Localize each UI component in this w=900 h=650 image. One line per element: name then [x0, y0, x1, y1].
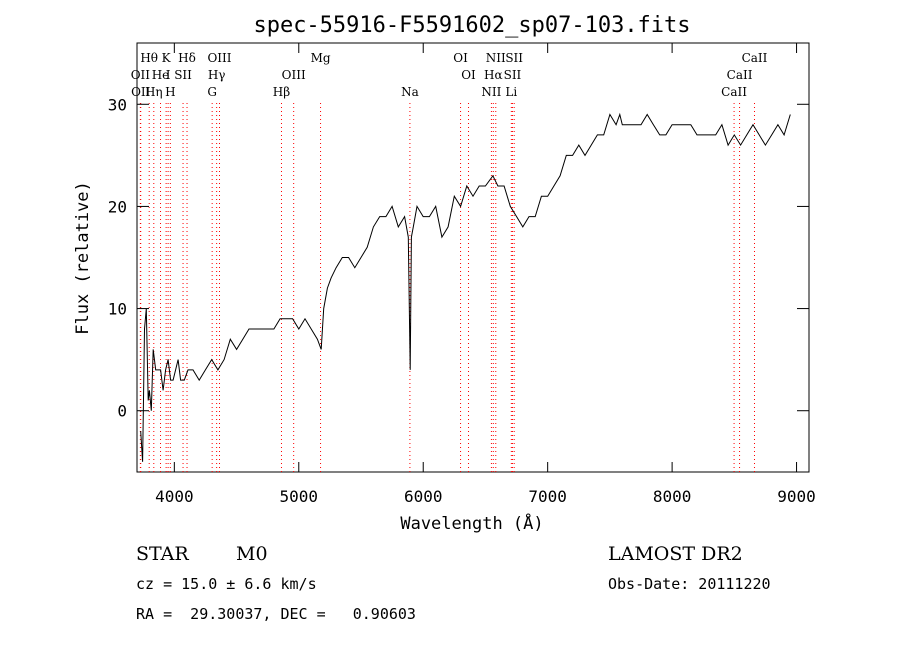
- redshift-cz: cz = 15.0 ± 6.6 km/s: [136, 575, 317, 593]
- x-tick-label: 4000: [155, 487, 194, 506]
- line-marker-label: OII: [131, 85, 151, 99]
- line-marker-label: NII: [481, 85, 501, 99]
- line-marker-label: OII: [131, 68, 151, 82]
- line-marker-label: OI: [461, 68, 476, 82]
- line-marker-label: SII: [505, 51, 523, 65]
- line-markers: [139, 103, 755, 472]
- line-marker-label: Na: [401, 85, 419, 99]
- x-tick-label: 9000: [777, 487, 816, 506]
- spectral-subclass: M0: [236, 543, 268, 565]
- line-marker-label: Hβ: [273, 85, 290, 99]
- survey-name: LAMOST DR2: [608, 543, 743, 565]
- y-axis-label: Flux (relative): [73, 181, 93, 335]
- line-marker-label: He: [152, 68, 170, 82]
- y-tick-label: 10: [108, 300, 127, 319]
- x-tick-label: 6000: [404, 487, 443, 506]
- line-marker-label: NII: [486, 51, 506, 65]
- line-marker-label: CaII: [721, 85, 747, 99]
- plot-frame: [136, 42, 810, 473]
- line-marker-label: OIII: [207, 51, 231, 65]
- y-axis: 0 10 20 30: [108, 95, 809, 421]
- line-marker-label: Hγ: [208, 68, 226, 82]
- object-type: STAR: [136, 543, 189, 565]
- line-marker-label: CaII: [727, 68, 753, 82]
- line-marker-label: SII: [504, 68, 522, 82]
- x-tick-label: 8000: [653, 487, 692, 506]
- chart-title: spec-55916-F5591602_sp07-103.fits: [253, 13, 690, 38]
- line-marker-label: G: [207, 85, 217, 99]
- line-marker-label: Hδ: [178, 51, 196, 65]
- x-tick-label: 5000: [280, 487, 319, 506]
- line-marker-label: CaII: [742, 51, 768, 65]
- line-marker-label: Hθ: [140, 51, 158, 65]
- obs-date: Obs-Date: 20111220: [608, 575, 771, 593]
- line-marker-label: SII: [174, 68, 192, 82]
- x-tick-label: 7000: [528, 487, 567, 506]
- y-tick-label: 30: [108, 95, 127, 114]
- line-marker-label: I: [166, 68, 171, 82]
- line-marker-label: H: [165, 85, 175, 99]
- line-marker-label: OIII: [282, 68, 306, 82]
- line-marker-label: OI: [453, 51, 468, 65]
- spectrum-line: [140, 112, 791, 462]
- y-tick-label: 20: [108, 197, 127, 216]
- line-marker-label: Li: [505, 85, 517, 99]
- line-marker-label: Mg: [311, 51, 331, 65]
- coordinates: RA = 29.30037, DEC = 0.90603: [136, 605, 416, 623]
- x-axis-label: Wavelength (Å): [400, 512, 543, 534]
- line-marker-label: Hη: [145, 85, 163, 99]
- x-axis: 4000 5000 6000 7000 8000 9000: [155, 43, 816, 506]
- line-marker-label: Hα: [484, 68, 503, 82]
- line-marker-label: K: [162, 51, 172, 65]
- y-tick-label: 0: [117, 402, 127, 421]
